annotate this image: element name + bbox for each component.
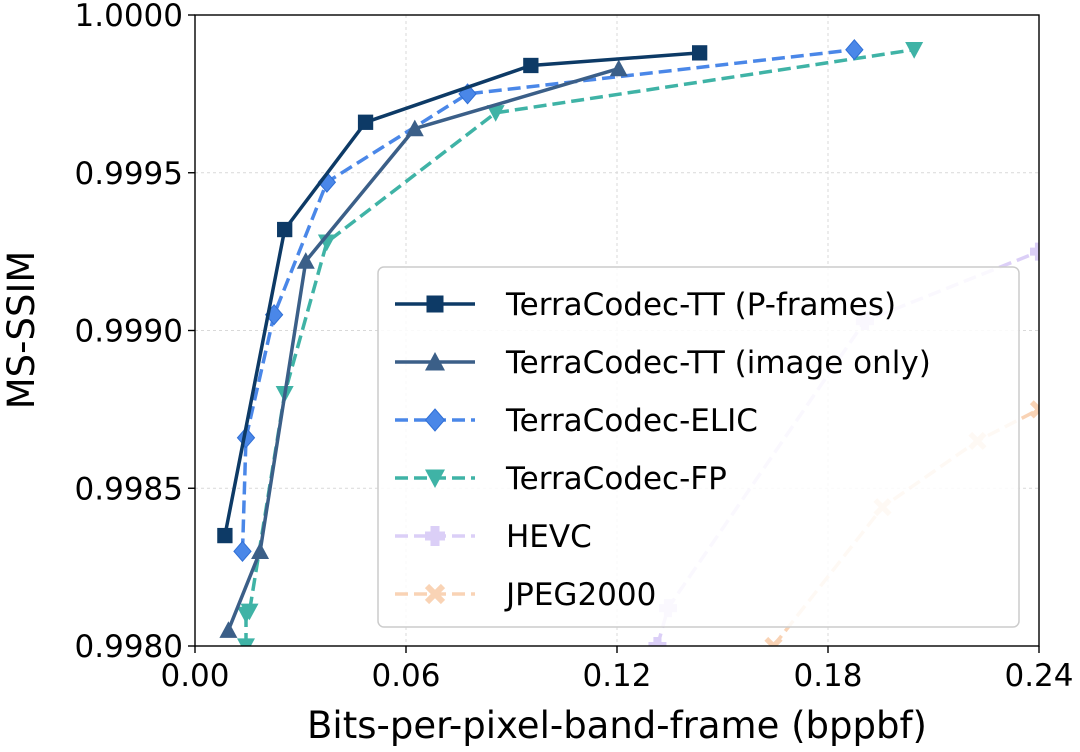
x-tick-label: 0.18: [793, 658, 862, 694]
x-tick-label: 0.00: [160, 658, 229, 694]
legend-entry: [395, 352, 475, 371]
y-tick-label: 0.9985: [75, 471, 183, 507]
legend: TerraCodec-TT (P-frames) TerraCodec-TT (i…: [377, 266, 1020, 628]
data-point: [845, 39, 864, 61]
data-point: [240, 603, 259, 621]
x-axis-ticks: 0.00 0.06 0.12 0.18 0.24: [160, 646, 1074, 694]
data-point: [217, 527, 233, 544]
series-2: [219, 59, 628, 638]
legend-entry: [395, 295, 475, 313]
legend-entry: [395, 583, 475, 605]
data-point: [357, 114, 374, 130]
x-tick-label: 0.12: [582, 658, 651, 694]
data-point: [233, 540, 252, 563]
legend-label: TerraCodec-ELIC: [505, 403, 758, 439]
x-tick-label: 0.24: [1004, 658, 1073, 694]
legend-label: TerraCodec-TT (P-frames): [505, 287, 896, 323]
legend-marker: [424, 583, 446, 605]
series-line: [240, 47, 855, 552]
data-point: [219, 621, 238, 638]
legend-marker: [425, 352, 445, 371]
data-point: [691, 45, 708, 61]
legend-entry: [395, 408, 475, 432]
data-point: [236, 638, 255, 646]
legend-label: JPEG2000: [504, 577, 656, 613]
data-point: [609, 59, 628, 77]
data-point: [764, 636, 783, 646]
y-tick-label: 1.0000: [75, 0, 183, 34]
legend-entries: TerraCodec-TT (P-frames) TerraCodec-TT (i…: [395, 287, 931, 613]
legend-marker: [426, 295, 444, 313]
legend-entry: [395, 469, 475, 488]
legend-marker: [425, 469, 445, 488]
y-tick-label: 0.9995: [75, 156, 183, 192]
data-point: [523, 57, 539, 74]
legend-marker: [425, 526, 445, 546]
legend-box: [377, 266, 1020, 628]
data-point: [648, 637, 667, 646]
data-point: [277, 221, 293, 238]
data-point: [1029, 400, 1039, 419]
legend-entry: [395, 526, 475, 546]
data-point: [296, 252, 315, 269]
y-axis-label: MS-SSIM: [0, 251, 43, 410]
y-axis-ticks: 0.9980 0.9985 0.9990 0.9995 1.0000: [75, 0, 195, 665]
data-point: [405, 119, 424, 137]
data-point: [1030, 242, 1039, 261]
x-tick-label: 0.06: [371, 658, 440, 694]
data-point: [486, 105, 505, 122]
y-tick-label: 0.9980: [75, 629, 183, 665]
legend-label: TerraCodec-FP: [505, 461, 727, 497]
legend-label: TerraCodec-TT (image only): [505, 345, 931, 381]
legend-marker: [424, 408, 446, 432]
legend-label: HEVC: [506, 519, 592, 555]
x-axis-label: Bits-per-pixel-band-frame (bppbf): [307, 704, 927, 747]
series-1: [217, 45, 708, 544]
data-point: [905, 42, 924, 59]
y-tick-label: 0.9990: [75, 314, 183, 350]
data-point: [251, 542, 270, 559]
